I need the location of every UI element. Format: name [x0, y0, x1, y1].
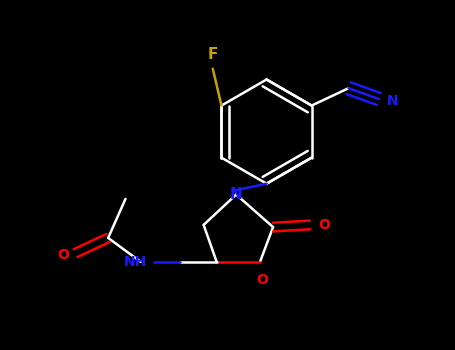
Text: N: N: [230, 187, 243, 202]
Text: O: O: [57, 248, 69, 262]
Text: F: F: [207, 47, 218, 62]
Text: O: O: [318, 218, 330, 232]
Text: NH: NH: [124, 255, 147, 269]
Text: O: O: [256, 273, 268, 287]
Text: N: N: [387, 94, 399, 108]
